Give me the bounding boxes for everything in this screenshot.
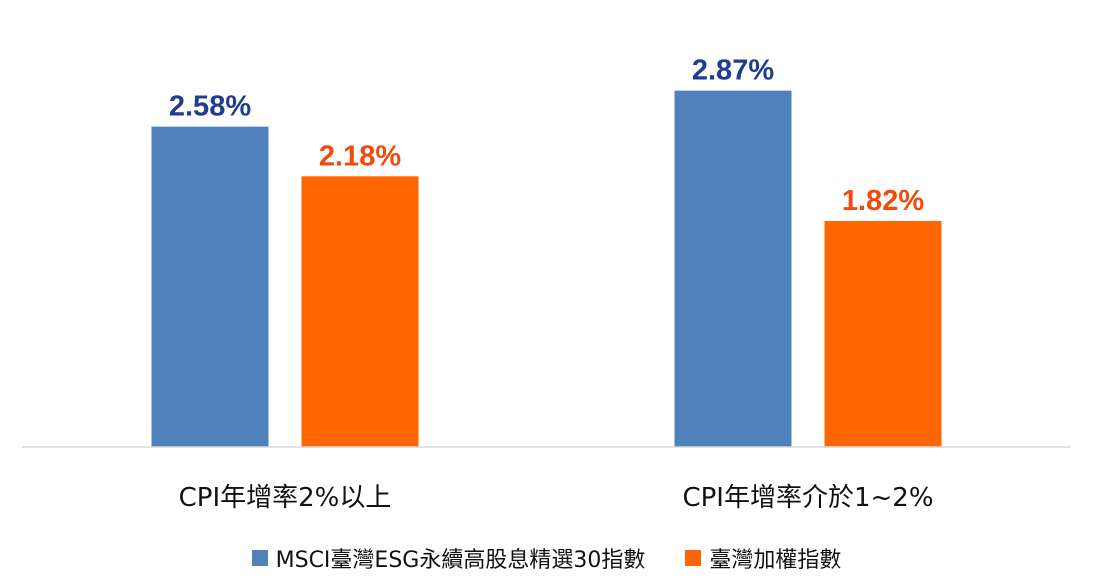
legend-item-msci: MSCI臺灣ESG永續高股息精選30指數 [251, 542, 646, 574]
legend-label-taiex: 臺灣加權指數 [709, 548, 842, 573]
data-label-series1-cat1: 2.58% [169, 91, 251, 123]
data-label-series2-cat1: 2.18% [319, 140, 401, 172]
legend-item-taiex: 臺灣加權指數 [685, 542, 841, 574]
legend: MSCI臺灣ESG永續高股息精選30指數 臺灣加權指數 [0, 542, 1093, 574]
bar-series2-cat2 [824, 221, 942, 447]
category-label-1: CPI年增率2%以上 [179, 483, 392, 513]
category-labels-layer: CPI年增率2%以上 CPI年增率介於1~2% [179, 483, 934, 513]
category-label-2: CPI年增率介於1~2% [682, 483, 933, 513]
legend-label-msci: MSCI臺灣ESG永續高股息精選30指數 [275, 548, 646, 573]
legend-swatch-msci [251, 550, 268, 566]
legend-swatch-taiex [685, 550, 702, 566]
bars-layer [151, 90, 942, 448]
data-label-series2-cat2: 1.82% [842, 185, 924, 217]
value-labels-layer: 2.58% 2.87% 2.18% 1.82% [169, 55, 924, 217]
bar-series1-cat1 [151, 126, 269, 448]
bar-series2-cat1 [301, 176, 419, 448]
bar-series1-cat2 [674, 90, 792, 448]
data-label-series1-cat2: 2.87% [692, 55, 774, 87]
